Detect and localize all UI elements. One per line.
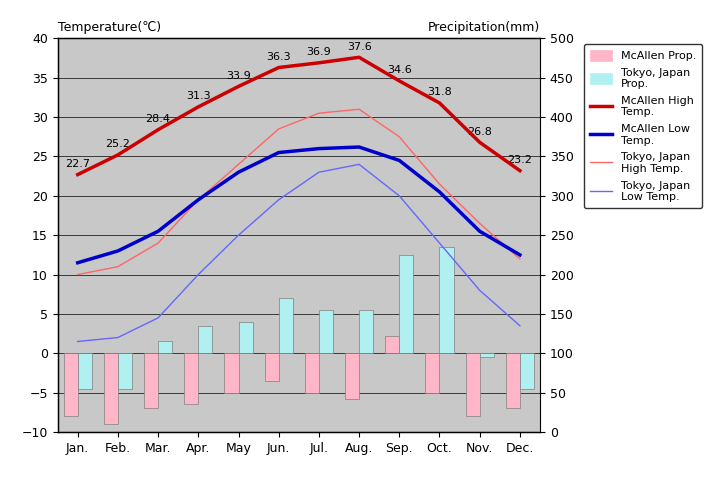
Text: 33.9: 33.9 (226, 71, 251, 81)
Text: 31.3: 31.3 (186, 91, 211, 101)
Text: 36.3: 36.3 (266, 52, 291, 62)
Bar (225, 353, 238, 393)
Bar (305, 353, 319, 393)
Bar (279, 298, 293, 353)
Text: 23.2: 23.2 (508, 155, 532, 165)
Text: 34.6: 34.6 (387, 65, 412, 75)
Bar (158, 341, 172, 353)
Bar (104, 353, 118, 424)
Bar (184, 353, 198, 405)
Bar (385, 336, 400, 353)
Bar (144, 353, 158, 408)
Bar (78, 353, 91, 389)
Text: 22.7: 22.7 (66, 159, 90, 169)
Bar (198, 326, 212, 353)
Text: 36.9: 36.9 (307, 47, 331, 57)
Bar (63, 353, 78, 416)
Text: 25.2: 25.2 (105, 139, 130, 149)
Text: Temperature(℃): Temperature(℃) (58, 22, 161, 35)
Bar (118, 353, 132, 389)
Bar (466, 353, 480, 416)
Bar (400, 255, 413, 353)
Text: 31.8: 31.8 (427, 87, 452, 97)
Bar (345, 353, 359, 399)
Bar (520, 353, 534, 389)
Text: 28.4: 28.4 (145, 114, 171, 124)
Bar (506, 353, 520, 408)
Bar (265, 353, 279, 381)
Bar (359, 310, 373, 353)
Text: Precipitation(mm): Precipitation(mm) (428, 22, 540, 35)
Bar (319, 310, 333, 353)
Bar (439, 247, 454, 353)
Bar (426, 353, 439, 393)
Text: 37.6: 37.6 (347, 42, 372, 52)
Text: 26.8: 26.8 (467, 127, 492, 137)
Bar (480, 353, 494, 357)
Legend: McAllen Prop., Tokyo, Japan
Prop., McAllen High
Temp., McAllen Low
Temp., Tokyo,: McAllen Prop., Tokyo, Japan Prop., McAll… (584, 44, 702, 208)
Bar (238, 322, 253, 353)
